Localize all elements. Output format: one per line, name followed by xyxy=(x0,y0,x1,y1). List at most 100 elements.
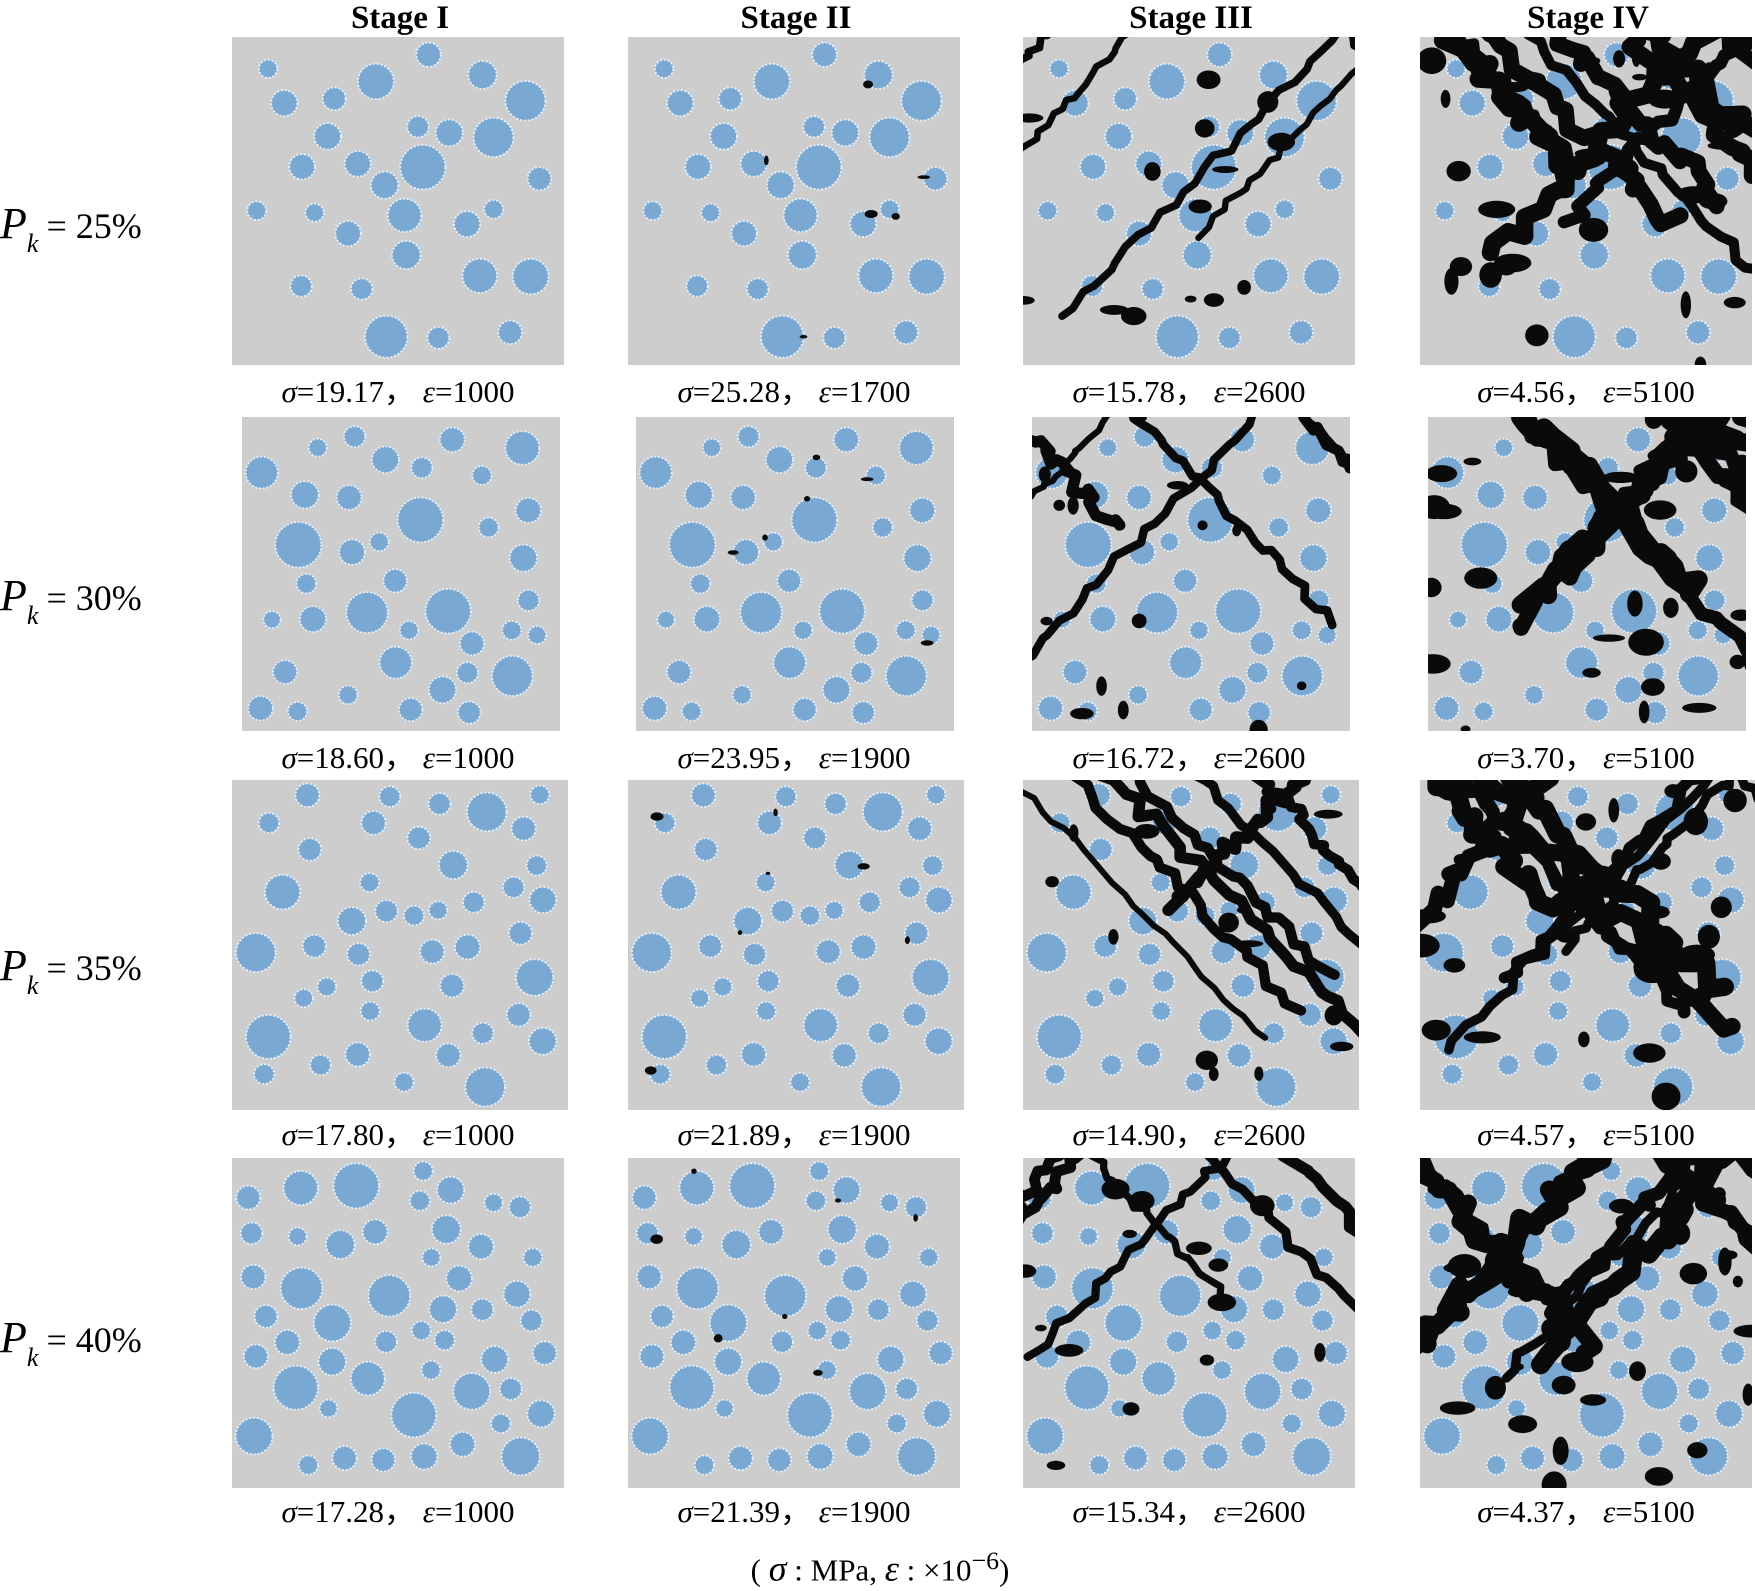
aggregate xyxy=(871,516,894,538)
aggregate xyxy=(1501,1303,1540,1343)
aggregate xyxy=(504,80,547,122)
damage-zone xyxy=(1732,1275,1743,1288)
aggregate xyxy=(1211,1359,1233,1381)
mortar-matrix xyxy=(232,1158,564,1488)
sigma-symbol: σ xyxy=(1072,1494,1088,1529)
aggregate xyxy=(1448,610,1468,629)
aggregate xyxy=(1100,1054,1123,1077)
aggregate xyxy=(1422,1416,1462,1456)
aggregate xyxy=(906,815,933,842)
aggregate xyxy=(1714,1399,1744,1429)
aggregate xyxy=(1584,697,1610,722)
aggregate xyxy=(274,1329,301,1356)
epsilon-value: 5100 xyxy=(1632,374,1695,409)
row-value: 40% xyxy=(75,1320,142,1360)
damage-zone xyxy=(1651,1082,1681,1110)
aggregate xyxy=(1521,484,1549,511)
stage-header-2: Stage II xyxy=(740,0,852,36)
sigma-value: 14.90 xyxy=(1105,1117,1176,1152)
epsilon-value: 1000 xyxy=(452,740,515,775)
aggregate xyxy=(866,1297,891,1322)
aggregate xyxy=(709,122,738,151)
sigma-symbol: σ xyxy=(281,374,297,409)
aggregate xyxy=(712,976,733,997)
aggregate xyxy=(428,675,457,705)
aggregate xyxy=(1614,326,1639,350)
crack-band xyxy=(1433,37,1590,186)
aggregate xyxy=(477,516,500,538)
aggregate xyxy=(1062,659,1088,685)
crack-network xyxy=(1420,37,1752,365)
aggregate xyxy=(1663,516,1686,538)
damage-zone xyxy=(1184,295,1197,303)
mesostructure-panel xyxy=(1420,1158,1752,1488)
aggregate xyxy=(360,969,385,993)
aggregate xyxy=(317,1347,347,1377)
aggregate xyxy=(1095,202,1116,223)
aggregate xyxy=(732,906,763,936)
aggregate xyxy=(346,942,371,967)
aggregate xyxy=(1025,1416,1065,1456)
damage-zone xyxy=(1194,119,1215,138)
aggregate xyxy=(325,1229,356,1260)
aggregate xyxy=(436,1175,465,1205)
damage-zone xyxy=(1729,654,1746,670)
damage-zone xyxy=(1592,634,1626,642)
panel-graphic xyxy=(1420,37,1752,365)
damage-zone xyxy=(1679,1262,1708,1285)
micro-crack xyxy=(650,812,664,821)
aggregate xyxy=(1497,1054,1520,1077)
damage-zone xyxy=(1203,293,1224,307)
aggregate xyxy=(636,1263,663,1290)
row-value: 35% xyxy=(75,948,142,988)
micro-crack xyxy=(764,155,769,166)
separator: ， xyxy=(1175,740,1207,775)
damage-zone xyxy=(1631,47,1641,67)
aggregate xyxy=(755,1000,777,1022)
aggregate xyxy=(246,200,267,221)
aggregate xyxy=(763,1274,807,1318)
sigma-value: 25.28 xyxy=(710,374,781,409)
stress-strain-caption: σ=21.89， ε=1900 xyxy=(677,1117,911,1152)
aggregate xyxy=(757,1218,785,1246)
crack-network xyxy=(764,80,931,339)
aggregate xyxy=(1247,700,1272,725)
stress-strain-caption: σ=4.57， ε=5100 xyxy=(1477,1117,1695,1152)
aggregate xyxy=(1125,484,1153,511)
mesostructure-panel xyxy=(232,1158,564,1488)
row-subscript: k xyxy=(26,601,39,630)
aggregate xyxy=(1274,1192,1295,1213)
panel-graphic xyxy=(628,780,964,1110)
damage-zone xyxy=(1460,725,1471,731)
aggregate xyxy=(301,933,327,959)
micro-crack xyxy=(913,1213,918,1222)
aggregate xyxy=(776,568,802,594)
damage-zone xyxy=(1446,160,1471,182)
aggregate xyxy=(675,1266,720,1310)
stress-strain-caption: σ=17.80， ε=1000 xyxy=(281,1117,515,1152)
aggregate xyxy=(911,589,934,612)
aggregate xyxy=(737,425,761,448)
aggregate xyxy=(1434,200,1455,221)
aggregate xyxy=(1258,1233,1286,1260)
damage-zone xyxy=(1218,912,1239,933)
aggregate xyxy=(853,630,879,657)
aggregate xyxy=(1200,1190,1222,1212)
aggregate xyxy=(911,958,951,997)
aggregate xyxy=(1148,62,1186,101)
aggregate xyxy=(851,700,876,725)
stress-strain-caption: σ=16.72， ε=2600 xyxy=(1072,740,1306,775)
damage-zone xyxy=(1133,824,1160,839)
damage-zone xyxy=(1324,1005,1343,1026)
aggregate xyxy=(1089,605,1117,633)
aggregate xyxy=(1161,1447,1187,1473)
aggregate xyxy=(1470,1170,1507,1206)
aggregate xyxy=(335,484,363,511)
aggregate xyxy=(294,782,321,808)
aggregate xyxy=(670,1329,697,1356)
crack-band xyxy=(1023,1158,1232,1361)
damage-zone xyxy=(1678,944,1716,965)
micro-crack xyxy=(737,930,743,935)
stress-strain-caption: σ=21.39， ε=1900 xyxy=(677,1494,911,1529)
aggregate xyxy=(817,1247,838,1268)
